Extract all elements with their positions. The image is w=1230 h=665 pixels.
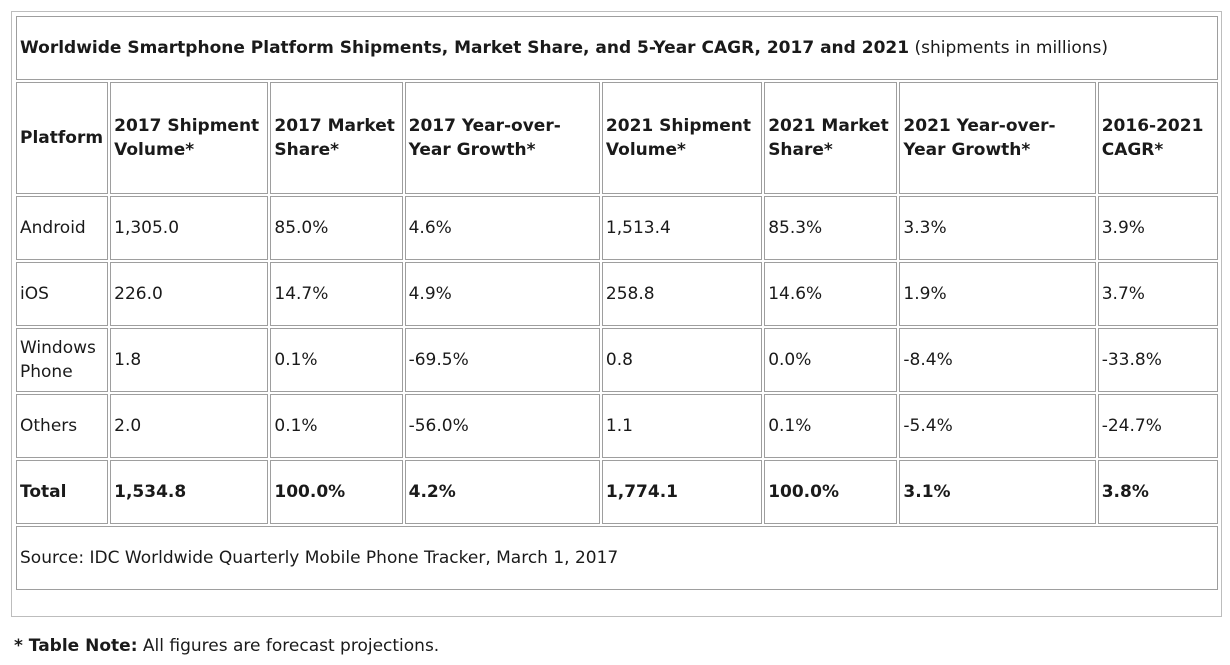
column-header-2021-market-share: 2021 Market Share*	[764, 82, 898, 194]
table-row-windows-phone: Windows Phone 1.8 0.1% -69.5% 0.8 0.0% -…	[16, 328, 1218, 392]
table-cell: 85.3%	[764, 196, 898, 260]
column-header-2017-yoy-growth: 2017 Year-over-Year Growth*	[404, 82, 600, 194]
table-title-text: Worldwide Smartphone Platform Shipments,…	[20, 38, 910, 58]
table-cell: 1.1	[601, 394, 763, 458]
table-cell: 3.8%	[1097, 460, 1218, 524]
column-header-2021-shipment-volume: 2021 Shipment Volume*	[601, 82, 763, 194]
table-note: * Table Note: All figures are forecast p…	[14, 634, 439, 658]
column-header-platform: Platform	[16, 82, 109, 194]
table-note-text: All figures are forecast projections.	[142, 636, 440, 656]
source-note: Source: IDC Worldwide Quarterly Mobile P…	[16, 526, 1218, 590]
table-cell: 1,774.1	[601, 460, 763, 524]
table-cell: 258.8	[601, 262, 763, 326]
table-cell: 3.3%	[899, 196, 1096, 260]
table-cell: 4.2%	[404, 460, 600, 524]
column-header-2017-shipment-volume: 2017 Shipment Volume*	[110, 82, 269, 194]
column-header-2021-yoy-growth: 2021 Year-over-Year Growth*	[899, 82, 1096, 194]
table-cell: Android	[16, 196, 109, 260]
table-cell: 100.0%	[270, 460, 403, 524]
table-row-others: Others 2.0 0.1% -56.0% 1.1 0.1% -5.4% -2…	[16, 394, 1218, 458]
table-cell: -5.4%	[899, 394, 1096, 458]
column-header-2017-market-share: 2017 Market Share*	[270, 82, 403, 194]
table-cell: -33.8%	[1097, 328, 1218, 392]
table-cell: 1.8	[110, 328, 269, 392]
table-cell: 1,534.8	[110, 460, 269, 524]
table-title-units: (shipments in millions)	[914, 38, 1109, 58]
table-cell: 0.1%	[270, 394, 403, 458]
table-cell: 2.0	[110, 394, 269, 458]
table-row-total: Total 1,534.8 100.0% 4.2% 1,774.1 100.0%…	[16, 460, 1218, 524]
table-cell: iOS	[16, 262, 109, 326]
table-cell: 3.9%	[1097, 196, 1218, 260]
table-cell: -24.7%	[1097, 394, 1218, 458]
table-cell: 3.1%	[899, 460, 1096, 524]
table-cell: -56.0%	[404, 394, 600, 458]
table-cell: 226.0	[110, 262, 269, 326]
table-cell: 1.9%	[899, 262, 1096, 326]
header-row: Platform 2017 Shipment Volume* 2017 Mark…	[16, 82, 1218, 194]
table-cell: 14.7%	[270, 262, 403, 326]
table-cell: -69.5%	[404, 328, 600, 392]
table-cell: 0.1%	[270, 328, 403, 392]
table-cell: 0.1%	[764, 394, 898, 458]
table-cell: 14.6%	[764, 262, 898, 326]
table-cell: 0.8	[601, 328, 763, 392]
table-cell: 0.0%	[764, 328, 898, 392]
platform-name-windows-phone: Windows Phone	[20, 338, 96, 382]
table-note-label: * Table Note:	[14, 636, 138, 656]
table-cell: 1,513.4	[601, 196, 763, 260]
table-row-android: Android 1,305.0 85.0% 4.6% 1,513.4 85.3%…	[16, 196, 1218, 260]
table-cell: 1,305.0	[110, 196, 269, 260]
table-cell: 3.7%	[1097, 262, 1218, 326]
column-header-cagr: 2016-2021 CAGR*	[1097, 82, 1218, 194]
shipments-table: Worldwide Smartphone Platform Shipments,…	[14, 14, 1220, 592]
table-title: Worldwide Smartphone Platform Shipments,…	[16, 16, 1218, 80]
table-cell: 4.6%	[404, 196, 600, 260]
table-cell: Others	[16, 394, 109, 458]
table-cell: -8.4%	[899, 328, 1096, 392]
table-cell: 100.0%	[764, 460, 898, 524]
table-cell: Total	[16, 460, 109, 524]
table-cell: 85.0%	[270, 196, 403, 260]
table-frame	[11, 11, 1222, 617]
table-cell: 4.9%	[404, 262, 600, 326]
table-cell: Windows Phone	[16, 328, 109, 392]
table-row-ios: iOS 226.0 14.7% 4.9% 258.8 14.6% 1.9% 3.…	[16, 262, 1218, 326]
